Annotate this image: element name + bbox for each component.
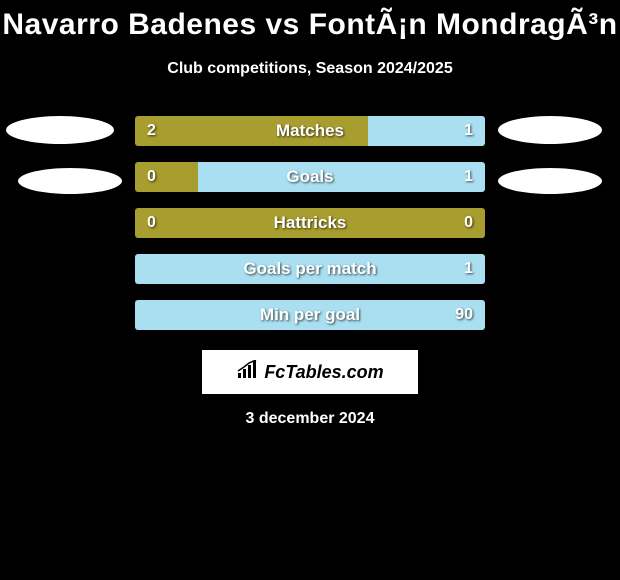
stat-value-right: 90 bbox=[455, 306, 473, 324]
date-text: 3 december 2024 bbox=[0, 410, 620, 428]
stat-row: Hattricks0 0 bbox=[135, 208, 485, 238]
stat-label: Hattricks bbox=[135, 213, 485, 233]
player-left-ellipse-2 bbox=[18, 168, 122, 194]
footer-logo-box: FcTables.com bbox=[202, 350, 418, 394]
stat-label: Matches bbox=[135, 121, 485, 141]
stat-value-left: 0 bbox=[147, 214, 156, 232]
stat-row: Goals per match1 bbox=[135, 254, 485, 284]
stat-label: Goals bbox=[135, 167, 485, 187]
bar-chart-icon bbox=[236, 360, 260, 385]
page-subtitle: Club competitions, Season 2024/2025 bbox=[0, 60, 620, 78]
stat-label: Goals per match bbox=[135, 259, 485, 279]
stat-row: Matches2 1 bbox=[135, 116, 485, 146]
stat-row: Min per goal90 bbox=[135, 300, 485, 330]
stat-value-right: 1 bbox=[464, 122, 473, 140]
comparison-container: Navarro Badenes vs FontÃ¡n MondragÃ³n Cl… bbox=[0, 0, 620, 428]
stat-value-right: 0 bbox=[464, 214, 473, 232]
stat-value-right: 1 bbox=[464, 260, 473, 278]
stat-value-right: 1 bbox=[464, 168, 473, 186]
page-title: Navarro Badenes vs FontÃ¡n MondragÃ³n bbox=[0, 8, 620, 42]
player-right-ellipse-1 bbox=[498, 116, 602, 144]
stat-row: Goals0 1 bbox=[135, 162, 485, 192]
logo-text: FcTables.com bbox=[264, 362, 383, 383]
logo-inner: FcTables.com bbox=[236, 360, 383, 385]
stat-value-left: 2 bbox=[147, 122, 156, 140]
stat-label: Min per goal bbox=[135, 305, 485, 325]
stat-value-left: 0 bbox=[147, 168, 156, 186]
chart-area: Matches21Goals01Hattricks00Goals per mat… bbox=[0, 116, 620, 330]
player-right-ellipse-2 bbox=[498, 168, 602, 194]
bars-group: Matches21Goals01Hattricks00Goals per mat… bbox=[135, 116, 485, 330]
player-left-ellipse-1 bbox=[6, 116, 114, 144]
